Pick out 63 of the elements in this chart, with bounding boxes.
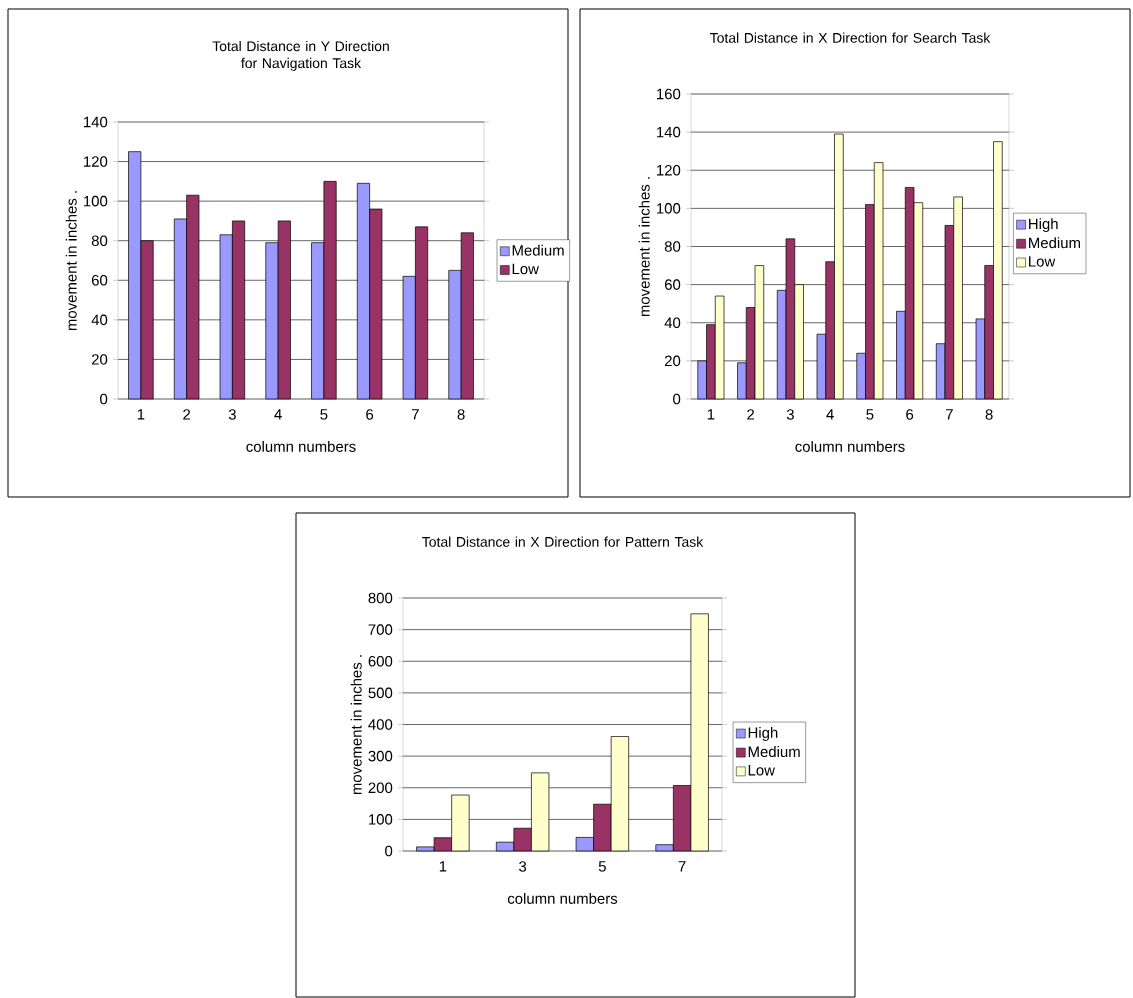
- y-tick-label: 0: [100, 393, 108, 405]
- y-tick-label: 700: [368, 624, 393, 635]
- y-tick-label: 60: [91, 274, 108, 286]
- y-axis-title: movement in inches .: [350, 655, 362, 795]
- y-tick-label: 400: [368, 719, 393, 730]
- x-tick-label: 8: [985, 409, 993, 420]
- y-tick-label: 800: [368, 592, 393, 604]
- x-tick-label: 1: [137, 409, 145, 420]
- x-tick-label: 4: [274, 409, 282, 420]
- y-tick-label: 100: [84, 195, 108, 207]
- y-tick-label: 500: [368, 687, 393, 699]
- chart-title: Total Distance in Y Direction for Navigation Task: [212, 40, 389, 71]
- x-tick-label: 4: [826, 409, 834, 420]
- x-tick-label: 5: [866, 409, 874, 420]
- legend-label: Low: [748, 765, 775, 776]
- y-tick-label: 120: [84, 156, 108, 167]
- x-tick-label: 5: [598, 861, 606, 872]
- y-axis-title: movement in inches .: [65, 191, 77, 331]
- y-tick-label: 0: [385, 845, 393, 857]
- y-tick-label: 80: [91, 235, 108, 246]
- x-tick-label: 7: [411, 409, 419, 420]
- legend-label: Medium: [748, 746, 800, 758]
- y-tick-label: 140: [84, 116, 108, 128]
- y-tick-label: 600: [368, 655, 393, 667]
- x-axis-title: column numbers: [795, 440, 905, 452]
- legend-label: Medium: [1029, 237, 1080, 249]
- x-tick-label: 1: [439, 861, 447, 872]
- y-tick-label: 140: [657, 126, 681, 138]
- x-tick-label: 7: [678, 861, 686, 872]
- x-tick-label: 3: [228, 409, 236, 420]
- x-tick-label: 8: [457, 409, 465, 420]
- x-tick-label: 5: [320, 409, 328, 420]
- y-axis-title: movement in inches .: [638, 177, 650, 317]
- y-tick-label: 40: [664, 317, 681, 329]
- x-tick-label: 2: [183, 409, 191, 420]
- x-tick-label: 6: [366, 409, 374, 420]
- y-tick-label: 40: [91, 314, 108, 326]
- legend-label: High: [748, 727, 778, 741]
- x-tick-label: 3: [519, 861, 527, 872]
- y-tick-label: 0: [673, 393, 681, 405]
- y-tick-label: 300: [368, 750, 393, 762]
- x-axis-title: column numbers: [507, 892, 618, 904]
- chart-title: Total Distance in X Direction for Search Task: [710, 32, 991, 43]
- y-tick-label: 20: [91, 354, 108, 365]
- legend-label: Medium: [512, 244, 564, 256]
- x-tick-label: 1: [707, 409, 715, 420]
- y-tick-label: 60: [664, 279, 681, 290]
- y-tick-label: 100: [657, 203, 681, 214]
- x-tick-label: 7: [945, 409, 953, 420]
- x-tick-label: 2: [747, 409, 755, 420]
- legend-label: Low: [1029, 256, 1056, 267]
- y-tick-label: 100: [369, 814, 393, 825]
- x-tick-label: 6: [906, 409, 914, 420]
- y-tick-label: 160: [657, 88, 681, 100]
- y-tick-label: 80: [664, 241, 681, 252]
- y-tick-label: 20: [664, 355, 681, 367]
- legend-label: High: [1029, 218, 1058, 233]
- y-tick-label: 120: [657, 164, 681, 176]
- x-axis-title: column numbers: [246, 440, 356, 452]
- chart-title: Total Distance in X Direction for Pattern Task: [422, 536, 704, 547]
- x-tick-label: 3: [786, 409, 794, 420]
- legend-label: Low: [512, 263, 539, 275]
- y-tick-label: 200: [368, 782, 393, 794]
